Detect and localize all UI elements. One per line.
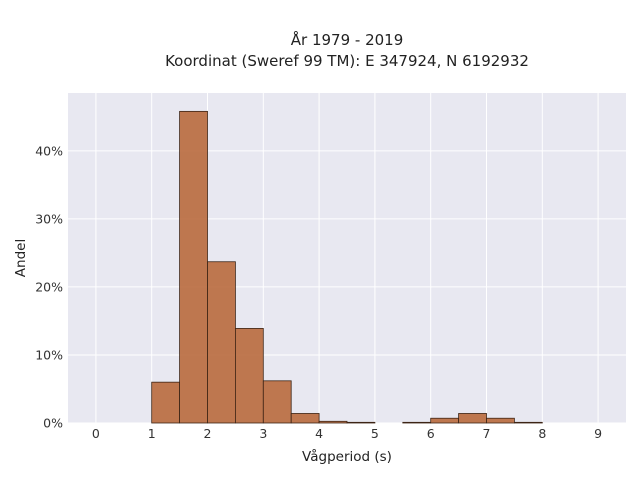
plot-area	[68, 93, 626, 423]
x-tick-label-7: 7	[483, 426, 491, 441]
histogram-bar-1	[179, 110, 208, 424]
y-tick-label-1: 10%	[35, 347, 63, 362]
histogram-bar-5	[290, 413, 320, 424]
x-tick-label-1: 1	[148, 426, 156, 441]
x-tick-label-2: 2	[204, 426, 212, 441]
histogram-bar-10	[458, 413, 487, 424]
x-tick-label-0: 0	[92, 426, 100, 441]
histogram-bars	[151, 110, 543, 424]
x-tick-label-6: 6	[427, 426, 435, 441]
y-tick-label-4: 40%	[35, 143, 63, 158]
chart-title-line2: Koordinat (Sweref 99 TM): E 347924, N 61…	[165, 52, 529, 70]
histogram-bar-2	[207, 261, 236, 424]
histogram-bar-6	[318, 420, 348, 424]
x-axis-ticks: 0 1 2 3 4 5 6 7 8 9	[92, 426, 602, 441]
chart-title-line1: År 1979 - 2019	[291, 30, 404, 49]
histogram-bar-12	[514, 421, 543, 424]
y-tick-label-3: 30%	[35, 211, 63, 226]
x-tick-label-9: 9	[594, 426, 602, 441]
histogram-bar-8	[402, 421, 432, 424]
histogram-bar-7	[346, 421, 376, 424]
y-axis-ticks: 0% 10% 20% 30% 40%	[35, 143, 63, 430]
histogram-bar-11	[486, 417, 515, 424]
y-tick-label-0: 0%	[43, 416, 63, 431]
x-tick-label-5: 5	[371, 426, 379, 441]
x-axis-label: Vågperiod (s)	[302, 448, 392, 465]
histogram-bar-3	[234, 328, 264, 424]
x-tick-label-8: 8	[538, 426, 546, 441]
y-tick-label-2: 20%	[35, 279, 63, 294]
histogram-bar-4	[262, 380, 292, 424]
histogram-bar-9	[430, 417, 460, 424]
x-tick-label-3: 3	[259, 426, 267, 441]
histogram-bar-0	[151, 381, 180, 424]
x-tick-label-4: 4	[315, 426, 323, 441]
y-axis-label: Andel	[13, 239, 29, 277]
